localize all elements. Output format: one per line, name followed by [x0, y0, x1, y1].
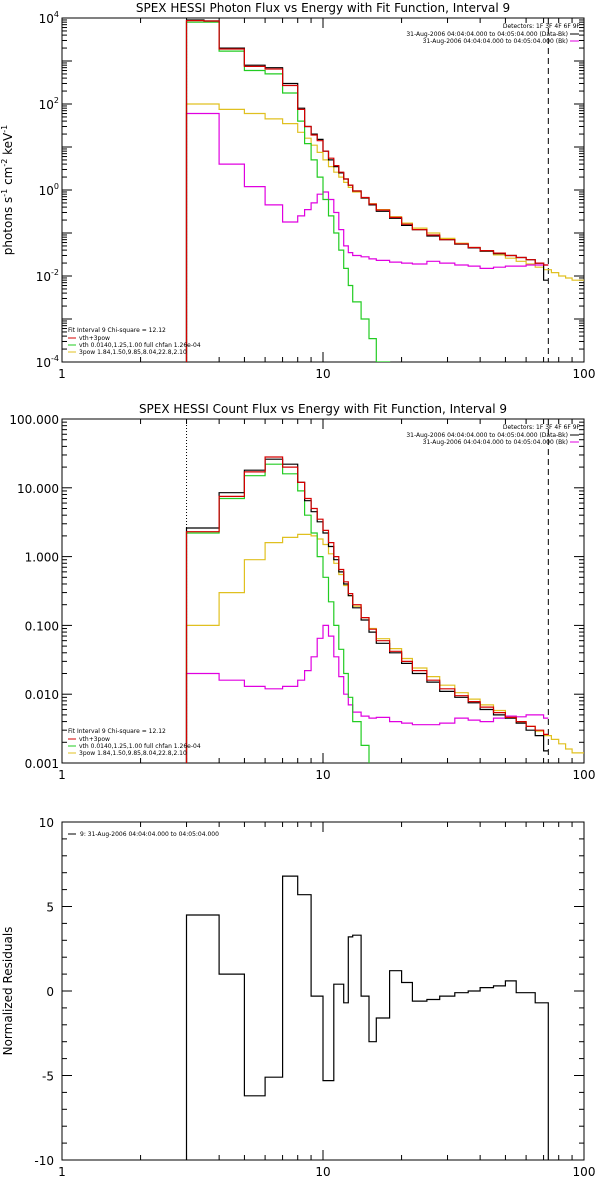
- fit-header: Fit Interval 9 Chi-square = 12.12: [68, 327, 166, 334]
- y-tick-label: 0.100: [25, 619, 59, 633]
- series-total_fit: [185, 456, 549, 763]
- fit-header: Fit Interval 9 Chi-square = 12.12: [68, 728, 166, 735]
- y-axis-label: Normalized Residuals: [1, 927, 15, 1056]
- y-tick-label: 10-4: [36, 354, 59, 370]
- y-tick-label: -5: [42, 1070, 54, 1084]
- series-vth: [185, 21, 391, 362]
- series-group: [185, 456, 584, 763]
- fit-label: 3pow 1.84,1.50,9.85,8.04,22.8,2.10: [79, 750, 187, 757]
- legend-header: Detectors: 1F 3F 4F 6F 9F: [503, 424, 581, 431]
- x-tick-label: 10: [315, 367, 330, 381]
- chart-title: SPEX HESSI Photon Flux vs Energy with Fi…: [136, 1, 510, 15]
- y-tick-label: 0: [46, 985, 54, 999]
- plot-frame: [61, 821, 585, 1161]
- legend-label: 31-Aug-2006 04:04:04.000 to 04:05:04.000…: [423, 38, 568, 45]
- series-group: [185, 875, 549, 1160]
- y-tick-label: 10-2: [36, 268, 59, 284]
- y-tick-label: 104: [39, 10, 59, 26]
- y-tick-label: 10: [39, 816, 54, 830]
- series-group: [185, 19, 584, 362]
- y-tick-label: 100.000: [9, 413, 59, 427]
- chart-3: 1 10 100 -10 -5 0 5 10 Normalized Residuals 9: 31…: [1, 816, 595, 1179]
- y-tick-label: 0.010: [25, 688, 59, 702]
- x-tick-label: 10: [315, 768, 330, 782]
- legend-header: Detectors: 1F 3F 4F 6F 9F: [503, 23, 581, 30]
- y-axis-label: photons s-1 cm-2 keV-1: [0, 125, 15, 256]
- series-thick: [185, 533, 584, 763]
- x-tick-label: 1: [58, 768, 66, 782]
- legend-label: 31-Aug-2006 04:04:04.000 to 04:05:04.000…: [423, 439, 568, 446]
- legend-label: 31-Aug-2006 04:04:04.000 to 04:05:04.000…: [406, 31, 568, 38]
- x-tick-label: 100: [573, 768, 596, 782]
- series-bk: [185, 112, 549, 362]
- series-bk: [185, 624, 549, 763]
- x-tick-label: 1: [58, 367, 66, 381]
- legend-label: 31-Aug-2006 04:04:04.000 to 04:05:04.000…: [406, 432, 568, 439]
- legend-label: 9: 31-Aug-2006 04:04:04.000 to 04:05:04.…: [80, 831, 219, 838]
- y-tick-label: 10.000: [17, 482, 59, 496]
- fit-label: vth 0.0140,1.25,1.00 full chfan 1.26e-04: [79, 342, 201, 349]
- y-tick-label: 1.000: [25, 551, 59, 565]
- y-tick-label: 100: [39, 182, 59, 198]
- series-vth: [185, 463, 370, 763]
- fit-label: vth+3pow: [79, 335, 110, 342]
- y-tick-label: 102: [39, 96, 59, 112]
- fit-label: vth 0.0140,1.25,1.00 full chfan 1.26e-04: [79, 743, 201, 750]
- chart-2: 1 10 100 0.001 0.010 0.100 1.000 10.000 100.000 S…: [9, 402, 596, 782]
- fit-label: vth+3pow: [79, 736, 110, 743]
- series-data: [185, 458, 549, 763]
- x-tick-label: 1: [58, 1165, 66, 1179]
- x-tick-label: 100: [573, 367, 596, 381]
- series-data: [185, 19, 549, 362]
- y-tick-label: 0.001: [25, 757, 59, 771]
- chart-title: SPEX HESSI Count Flux vs Energy with Fit…: [139, 402, 507, 416]
- fit-label: 3pow 1.84,1.50,9.85,8.04,22.8,2.10: [79, 349, 187, 356]
- y-tick-label: -10: [34, 1154, 54, 1168]
- series-thick: [185, 103, 584, 362]
- series-total_fit: [185, 20, 549, 362]
- chart-1: 1 10 100 10-4 10-2 100 102 104 SPEX HESSI Photon…: [0, 1, 596, 381]
- x-tick-label: 10: [315, 1165, 330, 1179]
- y-tick-label: 5: [46, 901, 54, 915]
- x-tick-label: 100: [573, 1165, 596, 1179]
- series-data: [185, 875, 549, 1160]
